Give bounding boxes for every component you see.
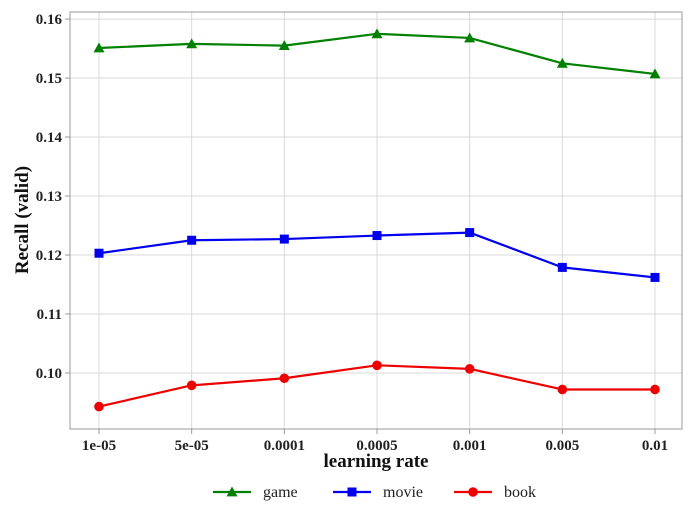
legend-marker-book [468, 487, 478, 497]
data-point-movie [94, 248, 104, 258]
data-point-book [650, 384, 660, 395]
series-book [94, 360, 660, 412]
data-point-game [186, 38, 198, 49]
x-axis-label: learning rate [323, 451, 428, 472]
y-axis-label: Recall (valid) [12, 166, 33, 274]
y-tick-label: 0.16 [36, 12, 63, 28]
legend-label-movie: movie [383, 484, 423, 501]
x-tick-label: 0.001 [453, 438, 487, 454]
legend-label-game: game [263, 484, 298, 501]
data-point-movie [372, 231, 382, 241]
data-point-movie [187, 235, 197, 245]
data-point-game [464, 32, 476, 43]
y-tick-label: 0.14 [36, 130, 63, 146]
legend-label-book: book [504, 484, 536, 501]
legend-item-game: game [213, 484, 298, 501]
x-axis-ticks: 1e-05 5e-05 0.0001 0.0005 0.001 0.005 0.01 [82, 429, 668, 454]
y-tick-label: 0.13 [36, 189, 62, 205]
y-tick-label: 0.12 [36, 248, 62, 264]
legend: game movie book [213, 484, 536, 501]
legend-item-book: book [454, 484, 536, 501]
plot-frame [69, 11, 683, 430]
data-point-game [371, 28, 383, 39]
data-point-game [649, 68, 661, 79]
data-point-book [279, 373, 290, 384]
y-tick-label: 0.15 [36, 71, 62, 87]
legend-item-movie: movie [333, 484, 423, 501]
data-point-game [93, 42, 105, 53]
y-tick-label: 0.10 [36, 366, 62, 382]
x-tick-label: 0.01 [642, 438, 668, 454]
data-point-game [278, 40, 290, 51]
x-tick-label: 0.0001 [264, 438, 305, 454]
legend-marker-game [226, 486, 238, 497]
series-game [93, 28, 661, 79]
y-axis-ticks: 0.10 0.11 0.12 0.13 0.14 0.15 0.16 [36, 12, 70, 382]
x-tick-label: 5e-05 [175, 438, 209, 454]
data-point-movie [279, 234, 289, 244]
data-point-book [186, 380, 197, 391]
grid-lines [70, 12, 682, 429]
x-tick-label: 0.005 [545, 438, 579, 454]
data-point-movie [557, 262, 567, 272]
x-tick-label: 0.0005 [356, 438, 397, 454]
y-tick-label: 0.11 [37, 307, 62, 323]
data-point-book [372, 360, 382, 371]
data-point-book [464, 364, 475, 374]
data-point-book [94, 401, 104, 412]
data-point-movie [650, 272, 660, 282]
series-movie [94, 228, 660, 282]
series-group [93, 28, 661, 412]
x-tick-label: 1e-05 [82, 438, 116, 454]
legend-marker-movie [347, 487, 357, 497]
data-point-game [556, 57, 568, 68]
data-point-movie [465, 228, 475, 238]
data-point-book [557, 384, 568, 395]
